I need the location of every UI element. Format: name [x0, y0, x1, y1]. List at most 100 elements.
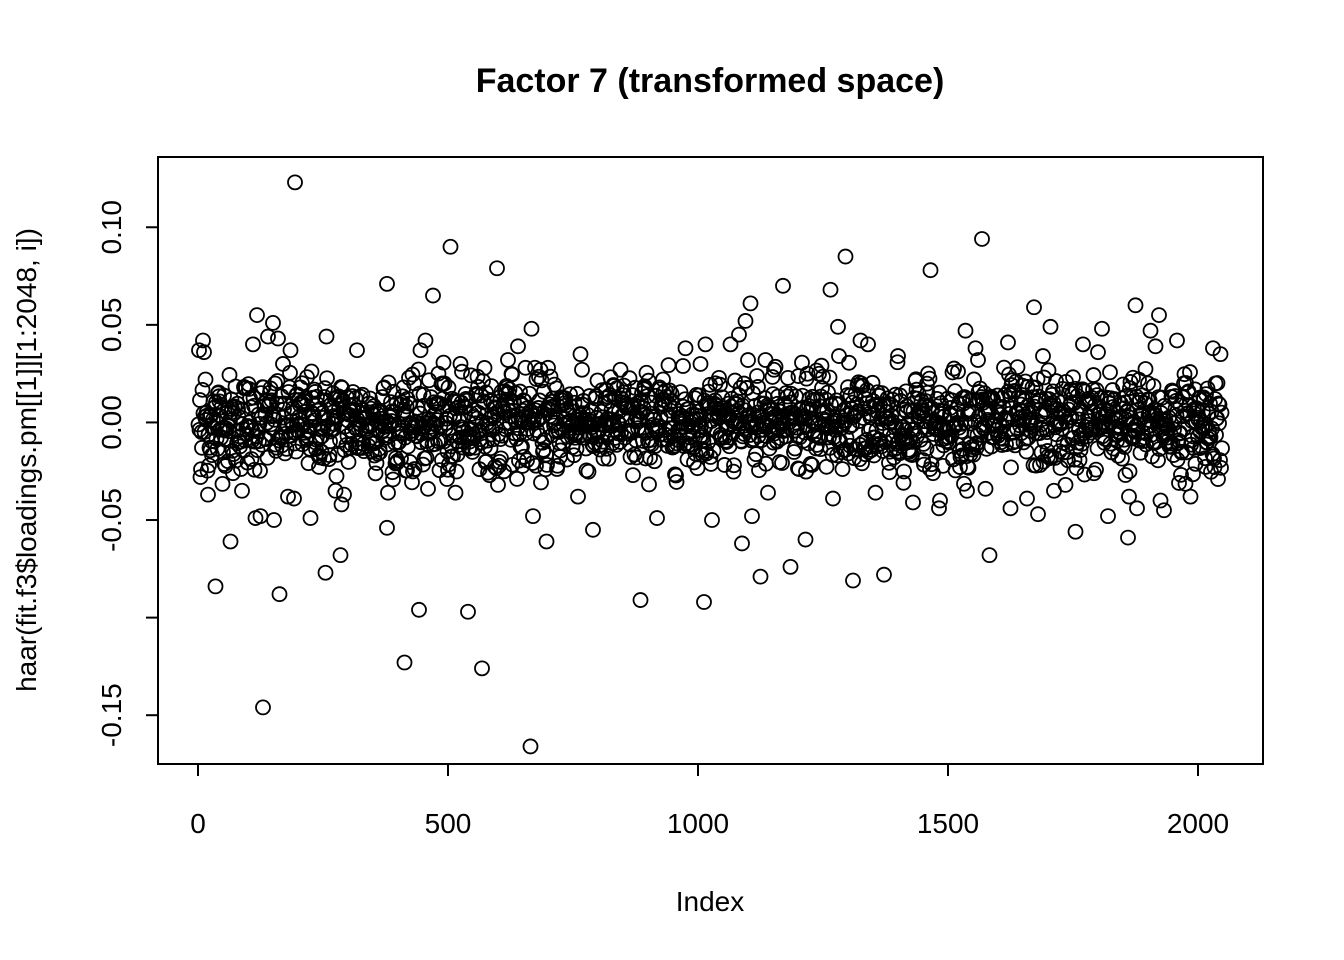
data-point-outlier [757, 352, 774, 368]
data-point [1185, 466, 1201, 483]
data-point-outlier [271, 586, 288, 603]
data-point [1065, 369, 1081, 386]
data-point [340, 454, 357, 470]
data-point-outlier [1152, 492, 1169, 509]
data-point-outlier [974, 231, 990, 247]
data-point [1132, 444, 1149, 461]
data-point [613, 424, 629, 441]
data-point [194, 381, 211, 398]
data-point-outlier [1120, 529, 1136, 546]
data-point-outlier [830, 318, 846, 335]
data-point-outlier [245, 336, 261, 353]
data-point-outlier [845, 572, 861, 589]
data-point [818, 391, 834, 408]
data-point [466, 409, 483, 425]
data-point [392, 425, 408, 441]
data-point [1130, 394, 1147, 411]
data-point-outlier [837, 248, 854, 265]
data-point [1085, 367, 1102, 383]
data-point [883, 407, 900, 424]
data-point [410, 361, 427, 378]
y-tick-label: -0.05 [96, 488, 127, 552]
data-point [532, 427, 548, 444]
data-point-outlier [425, 287, 441, 304]
data-point [1117, 467, 1134, 483]
data-point [1173, 466, 1189, 483]
data-point [398, 398, 415, 415]
data-point [362, 390, 378, 407]
data-point-outlier [585, 521, 601, 538]
data-point [1211, 415, 1227, 432]
data-point [1058, 413, 1075, 430]
data-point [685, 428, 701, 445]
data-point-outlier [332, 547, 349, 564]
data-point [512, 383, 528, 400]
x-axis: 0 500 1000 1500 2000 [190, 763, 1229, 839]
data-point-outlier [731, 326, 747, 343]
data-point [482, 440, 499, 457]
data-point-outlier [632, 592, 649, 608]
data-point [753, 432, 770, 449]
data-point [667, 466, 683, 483]
data-point-outlier [197, 371, 214, 388]
data-point-outlier [265, 315, 281, 331]
data-point [504, 366, 520, 383]
x-tick-label: 500 [425, 808, 472, 839]
data-point [946, 360, 962, 377]
data-point-outlier [333, 496, 350, 513]
data-point [675, 358, 691, 374]
data-point-outlier [490, 476, 506, 493]
data-point [1015, 434, 1032, 451]
data-point [385, 383, 402, 400]
data-point [368, 455, 385, 471]
data-point-outlier [474, 660, 490, 677]
data-point-outlier [1002, 500, 1019, 517]
data-point-outlier [1210, 471, 1226, 487]
data-point [881, 464, 898, 481]
data-point-outlier [867, 484, 884, 501]
data-point-outlier [540, 359, 556, 376]
data-point [509, 470, 525, 487]
data-point-outlier [380, 484, 396, 501]
data-point-outlier [957, 322, 974, 339]
x-tick-label: 1500 [917, 808, 979, 839]
data-point [443, 438, 460, 455]
data-point [508, 430, 525, 447]
data-point [901, 430, 918, 447]
data-point [668, 467, 684, 484]
data-point [249, 442, 266, 459]
data-point [1088, 382, 1105, 398]
data-point [923, 456, 940, 473]
data-point-outlier [302, 510, 319, 526]
data-point [749, 368, 765, 384]
data-point [1213, 459, 1229, 476]
data-point-outlier [396, 654, 413, 671]
data-point-outlier [922, 262, 939, 279]
data-point [528, 457, 544, 474]
data-point-outlier [970, 352, 986, 368]
data-point-outlier [379, 275, 395, 292]
data-point [1003, 459, 1019, 476]
data-point-outlier [537, 461, 554, 478]
data-point-outlier [225, 465, 241, 482]
data-point [1020, 429, 1037, 446]
data-point-outlier [379, 519, 395, 536]
data-point [275, 356, 291, 372]
data-point-outlier [612, 361, 629, 378]
data-point [764, 369, 781, 385]
data-point [600, 450, 617, 467]
data-point-outlier [249, 307, 265, 323]
data-point [1212, 452, 1228, 469]
y-tick-label: -0.15 [96, 683, 127, 747]
data-point [918, 440, 935, 457]
data-point [476, 360, 493, 376]
data-point [896, 463, 912, 480]
y-axis: -0.15 -0.05 0.00 0.05 0.10 [96, 200, 159, 747]
data-point-outlier [825, 490, 841, 507]
data-point [1213, 404, 1230, 421]
data-point-outlier [442, 238, 459, 255]
data-point [378, 412, 395, 429]
data-point [921, 370, 938, 387]
data-point [367, 465, 384, 482]
data-point [838, 430, 855, 446]
